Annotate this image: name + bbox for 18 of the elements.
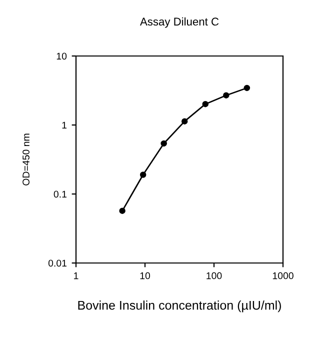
x-tick-label: 10	[140, 272, 150, 280]
y-tick-label: 0.1	[54, 190, 66, 198]
y-tick-label: 1	[62, 122, 66, 129]
point	[140, 172, 146, 178]
y-tick-label: 10	[56, 52, 67, 60]
x-tick-label: 100	[206, 272, 222, 280]
point	[160, 140, 167, 147]
x-tick-label: 1000	[272, 272, 294, 280]
point	[181, 118, 188, 124]
point	[223, 92, 230, 98]
point	[244, 84, 250, 92]
y-tick-label: 0.01	[48, 260, 66, 267]
y-axis-title: OD=450 nm	[22, 134, 30, 186]
point	[202, 100, 209, 108]
chart-title: Assay Diluent C	[140, 17, 219, 28]
point	[119, 208, 126, 214]
x-axis-title: Bovine Insulin concentration (µIU/ml)	[78, 300, 281, 312]
x-tick-label: 1	[74, 272, 78, 280]
